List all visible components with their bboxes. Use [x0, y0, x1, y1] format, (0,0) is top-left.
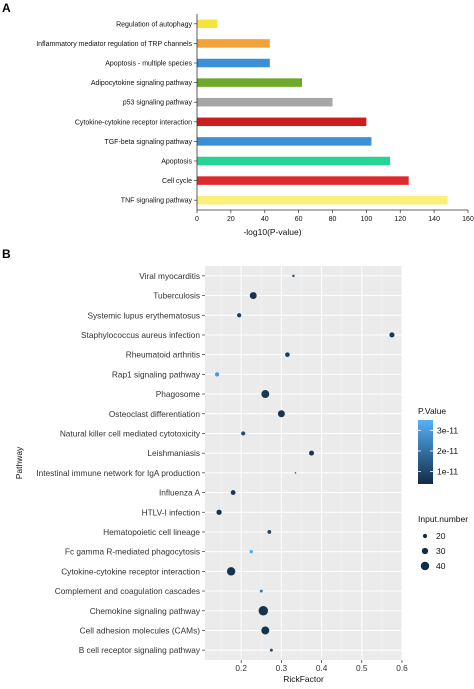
bar [197, 176, 409, 185]
pathway-label: Tuberculosis [153, 291, 200, 301]
bar-category-label: Apoptosis [161, 159, 192, 166]
x-tick-label: 40 [261, 216, 269, 223]
pathway-dot [389, 332, 395, 338]
pathway-label: Rheumatoid arthritis [126, 350, 200, 360]
x-tick-label: 140 [428, 216, 440, 223]
size-legend-label: 40 [436, 561, 446, 571]
pathway-dot [237, 313, 242, 318]
pathway-label: HTLV-I infection [142, 507, 201, 517]
pathway-label: Cell adhesion molecules (CAMs) [80, 625, 201, 635]
pathway-label: Chemokine signaling pathway [90, 606, 201, 616]
dot-plot-x-axis-label: RickFactor [283, 674, 324, 684]
size-legend: 20 30 40 [420, 531, 446, 571]
bar-chart: Regulation of autophagy Inflammatory medi… [36, 14, 474, 223]
pathway-label: Influenza A [159, 488, 201, 498]
size-legend-label: 20 [436, 531, 446, 541]
color-legend-tick: 3e-11 [437, 425, 458, 435]
x-tick-label: 0 [195, 216, 199, 223]
bar-category-label: Cytokine-cytokine receptor interaction [75, 119, 192, 126]
bar [197, 58, 270, 68]
x-tick-label: 160 [462, 216, 474, 223]
x-tick-label: 100 [361, 216, 373, 223]
pathway-label: Rap1 signaling pathway [112, 369, 201, 379]
pathway-dot [259, 589, 263, 593]
pathway-dot [261, 390, 270, 399]
bar [197, 117, 367, 127]
pathway-label: Phagosome [156, 389, 201, 399]
size-legend-label: 30 [436, 546, 446, 556]
pathway-dot [226, 567, 236, 576]
bar-category-label: Regulation of autophagy [116, 21, 192, 28]
bar-category-label: Adipocytokine signaling pathway [91, 80, 193, 87]
pathway-label: Systemic lupus erythematosus [87, 310, 200, 320]
pathway-dot [261, 626, 270, 635]
size-legend-title: Input.number [418, 514, 468, 524]
pathway-dot [241, 431, 246, 436]
pathway-label: B cell receptor signaling pathway [79, 645, 201, 655]
panel-b-label: B [2, 247, 11, 261]
pathway-dot [309, 450, 315, 456]
x-tick-label: 0.3 [276, 663, 288, 673]
size-legend-dot [420, 561, 430, 571]
pathway-dot [216, 509, 222, 515]
x-tick-label: 0.5 [356, 663, 368, 673]
bar [197, 137, 372, 146]
color-legend: 3e-11 2e-11 1e-11 [418, 420, 458, 484]
pathway-dot [294, 472, 297, 474]
pathway-label: Fc gamma R-mediated phagocytosis [65, 547, 200, 557]
bar-category-label: Inflammatory mediator regulation of TRP … [36, 41, 192, 48]
bar-category-label: TNF signaling pathway [121, 198, 193, 205]
bar [197, 195, 448, 205]
x-tick-label: 0.2 [235, 663, 247, 673]
x-tick-label: 20 [227, 216, 235, 223]
color-legend-tick: 2e-11 [437, 446, 458, 456]
bar-category-label: p53 signaling pathway [123, 100, 193, 107]
bar-category-label: Apoptosis - multiple species [105, 61, 192, 68]
pathway-dot [249, 292, 257, 300]
pathway-dot [267, 530, 272, 534]
x-tick-label: 120 [394, 216, 406, 223]
pathway-dot [249, 549, 253, 554]
pathway-label: Osteoclast differentiation [109, 409, 201, 419]
pathway-label: Viral myocarditis [139, 271, 200, 281]
bar-chart-x-axis-label: -log10(P-value) [243, 227, 301, 237]
x-tick-label: 80 [329, 216, 337, 223]
pathway-dot [214, 372, 220, 377]
size-legend-dot [422, 533, 428, 539]
bar [197, 78, 303, 87]
bar-category-label: Cell cycle [162, 178, 192, 185]
x-tick-label: 0.4 [316, 663, 328, 673]
pathway-label: Intestinal immune network for IgA produc… [36, 468, 200, 478]
pathway-dot [269, 648, 273, 652]
pathway-dot [292, 274, 295, 278]
pathway-dot [277, 410, 285, 418]
bar-category-label: TGF-beta signaling pathway [104, 139, 192, 146]
color-legend-tick: 1e-11 [437, 467, 458, 477]
bar [197, 39, 270, 48]
bar [197, 19, 218, 29]
pathway-label: Leishmaniasis [147, 448, 200, 458]
bar [197, 97, 333, 107]
pathway-dot [258, 606, 269, 616]
pathway-label: Natural killer cell mediated cytotoxicit… [60, 428, 201, 438]
pathway-dot [285, 352, 290, 357]
pathway-label: Cytokine-cytokine receptor interaction [61, 566, 200, 576]
x-tick-label: 0.6 [396, 663, 408, 673]
color-legend-title: P.Value [418, 406, 446, 416]
size-legend-dot [421, 547, 429, 555]
dot-plot: Viral myocarditis Tuberculosis Systemic lu… [36, 266, 408, 673]
panel-a-label: A [2, 1, 11, 15]
pathway-label: Complement and coagulation cascades [55, 586, 200, 596]
bar [197, 156, 391, 166]
dot-plot-y-axis-label: Pathway [14, 446, 24, 479]
pathway-label: Hematopoietic cell lineage [103, 527, 200, 537]
pathway-label: Staphylococcus aureus infection [81, 330, 200, 340]
x-tick-label: 60 [295, 216, 303, 223]
pathway-dot [230, 490, 236, 495]
